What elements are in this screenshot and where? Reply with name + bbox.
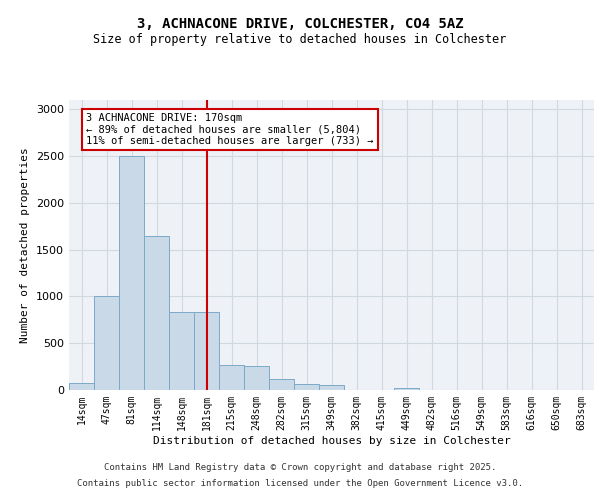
- Bar: [294, 384, 319, 390]
- Bar: [69, 383, 94, 390]
- Bar: [244, 366, 269, 390]
- Y-axis label: Number of detached properties: Number of detached properties: [20, 147, 31, 343]
- Text: 3, ACHNACONE DRIVE, COLCHESTER, CO4 5AZ: 3, ACHNACONE DRIVE, COLCHESTER, CO4 5AZ: [137, 18, 463, 32]
- Text: Size of property relative to detached houses in Colchester: Size of property relative to detached ho…: [94, 32, 506, 46]
- Text: Contains HM Land Registry data © Crown copyright and database right 2025.: Contains HM Land Registry data © Crown c…: [104, 464, 496, 472]
- Bar: [94, 296, 119, 390]
- X-axis label: Distribution of detached houses by size in Colchester: Distribution of detached houses by size …: [152, 436, 511, 446]
- Bar: [169, 312, 194, 390]
- Text: Contains public sector information licensed under the Open Government Licence v3: Contains public sector information licen…: [77, 478, 523, 488]
- Bar: [394, 388, 419, 390]
- Bar: [269, 379, 294, 390]
- Bar: [219, 364, 244, 390]
- Bar: [319, 386, 344, 390]
- Bar: [194, 312, 219, 390]
- Text: 3 ACHNACONE DRIVE: 170sqm
← 89% of detached houses are smaller (5,804)
11% of se: 3 ACHNACONE DRIVE: 170sqm ← 89% of detac…: [86, 113, 373, 146]
- Bar: [144, 236, 169, 390]
- Bar: [119, 156, 144, 390]
